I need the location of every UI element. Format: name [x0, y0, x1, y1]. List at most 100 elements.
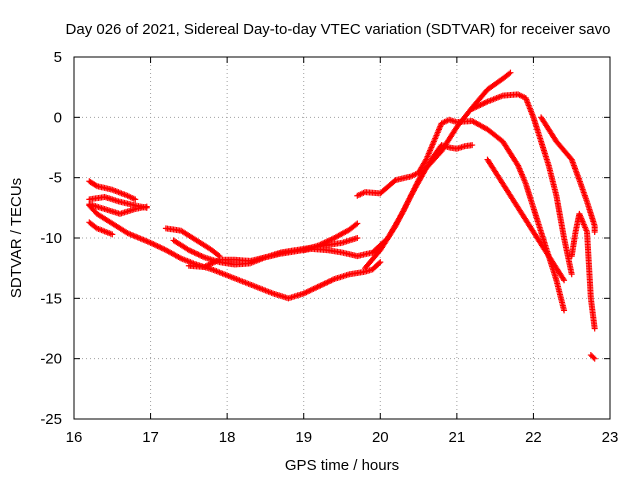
y-tick-label: -10	[40, 230, 62, 247]
data-point	[480, 100, 487, 107]
data-point	[320, 281, 327, 288]
data-point	[507, 69, 514, 76]
x-tick-label: 20	[372, 429, 389, 446]
data-point	[307, 287, 314, 294]
data-point	[469, 105, 476, 112]
data-point	[309, 286, 316, 293]
data-point	[329, 276, 336, 283]
data-point	[476, 102, 483, 109]
data-point	[203, 262, 210, 269]
data-point	[321, 280, 328, 287]
data-point	[377, 259, 384, 266]
data-point	[317, 282, 324, 289]
data-point	[185, 247, 192, 254]
x-axis-label: GPS time / hours	[285, 457, 399, 474]
chart-title: Day 026 of 2021, Sidereal Day-to-day VTE…	[66, 21, 611, 38]
y-tick-label: 0	[54, 109, 62, 126]
data-point	[478, 101, 485, 108]
data-point	[306, 287, 313, 294]
data-point	[310, 285, 317, 292]
data-point	[314, 283, 321, 290]
data-point	[318, 240, 325, 247]
data-point	[316, 242, 323, 249]
data-point	[327, 278, 334, 285]
data-point	[568, 271, 575, 278]
data-point	[376, 260, 383, 267]
y-axis-label: SDTVAR / TECUs	[8, 178, 25, 298]
data-point	[471, 104, 478, 111]
data-point	[208, 260, 215, 267]
x-tick-label: 19	[295, 429, 312, 446]
data-point	[212, 258, 219, 265]
data-point	[158, 245, 165, 252]
data-point	[92, 182, 99, 189]
data-point	[151, 241, 158, 248]
data-point	[188, 248, 195, 255]
chart-grid	[74, 57, 610, 419]
data-point	[215, 252, 222, 259]
data-point	[591, 228, 598, 235]
x-tick-label: 16	[66, 429, 83, 446]
data-point	[321, 239, 328, 246]
data-point	[325, 237, 332, 244]
data-point	[473, 103, 480, 110]
data-point	[202, 263, 209, 270]
data-point	[195, 251, 202, 258]
x-tick-label: 23	[602, 429, 619, 446]
data-point	[147, 239, 154, 246]
data-point	[324, 238, 331, 245]
data-point	[160, 245, 167, 252]
data-point	[322, 238, 329, 245]
data-point	[313, 284, 320, 291]
data-point	[205, 261, 212, 268]
data-point	[590, 354, 597, 361]
data-point	[304, 288, 311, 295]
data-point	[481, 99, 488, 106]
data-point	[328, 277, 335, 284]
data-point	[187, 247, 194, 254]
chart-points	[86, 69, 598, 362]
data-point	[196, 252, 203, 259]
data-point	[324, 279, 331, 286]
data-point	[157, 244, 164, 251]
data-point	[317, 241, 324, 248]
x-tick-label: 17	[142, 429, 159, 446]
data-point	[561, 307, 568, 314]
x-tick-label: 22	[525, 429, 542, 446]
data-point	[483, 99, 490, 106]
data-point	[316, 283, 323, 290]
data-point	[194, 251, 201, 258]
data-point	[354, 220, 361, 227]
data-point	[560, 275, 567, 282]
data-point	[591, 355, 598, 362]
y-tick-label: 5	[54, 49, 62, 66]
data-point	[192, 250, 199, 257]
data-point	[506, 70, 513, 77]
data-point	[322, 279, 329, 286]
data-point	[148, 240, 155, 247]
data-point	[474, 103, 481, 110]
plot-frame	[73, 56, 611, 420]
data-point	[155, 243, 162, 250]
data-point	[209, 260, 216, 267]
data-point	[311, 285, 318, 292]
data-point	[353, 221, 360, 228]
data-point	[318, 281, 325, 288]
data-point	[477, 101, 484, 108]
data-point	[325, 278, 332, 285]
data-point	[561, 277, 568, 284]
data-point	[154, 243, 161, 250]
data-point	[302, 289, 309, 296]
data-point	[132, 196, 139, 203]
data-point	[591, 325, 598, 332]
data-point	[303, 289, 310, 296]
y-tick-label: -15	[40, 290, 62, 307]
data-point	[150, 241, 157, 248]
data-point	[469, 142, 476, 149]
data-point	[201, 263, 208, 270]
data-point	[176, 254, 183, 261]
data-point	[198, 252, 205, 259]
data-point	[470, 105, 477, 112]
data-point	[354, 235, 361, 241]
